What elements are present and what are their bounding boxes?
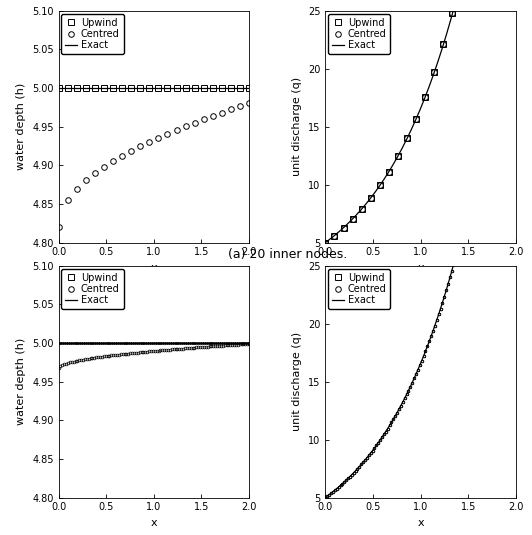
Legend: Upwind, Centred, Exact: Upwind, Centred, Exact xyxy=(328,269,390,309)
Y-axis label: water depth (h): water depth (h) xyxy=(16,338,27,425)
X-axis label: x: x xyxy=(151,263,157,273)
X-axis label: x: x xyxy=(151,518,157,528)
Y-axis label: unit discharge (q): unit discharge (q) xyxy=(293,77,303,176)
X-axis label: x: x xyxy=(418,518,424,528)
Legend: Upwind, Centred, Exact: Upwind, Centred, Exact xyxy=(61,13,123,55)
Text: (a) 20 inner nodes.: (a) 20 inner nodes. xyxy=(228,248,347,261)
Y-axis label: unit discharge (q): unit discharge (q) xyxy=(293,332,303,431)
X-axis label: x: x xyxy=(418,263,424,273)
Legend: Upwind, Centred, Exact: Upwind, Centred, Exact xyxy=(328,13,390,55)
Legend: Upwind, Centred, Exact: Upwind, Centred, Exact xyxy=(61,269,123,309)
Y-axis label: water depth (h): water depth (h) xyxy=(16,83,27,170)
